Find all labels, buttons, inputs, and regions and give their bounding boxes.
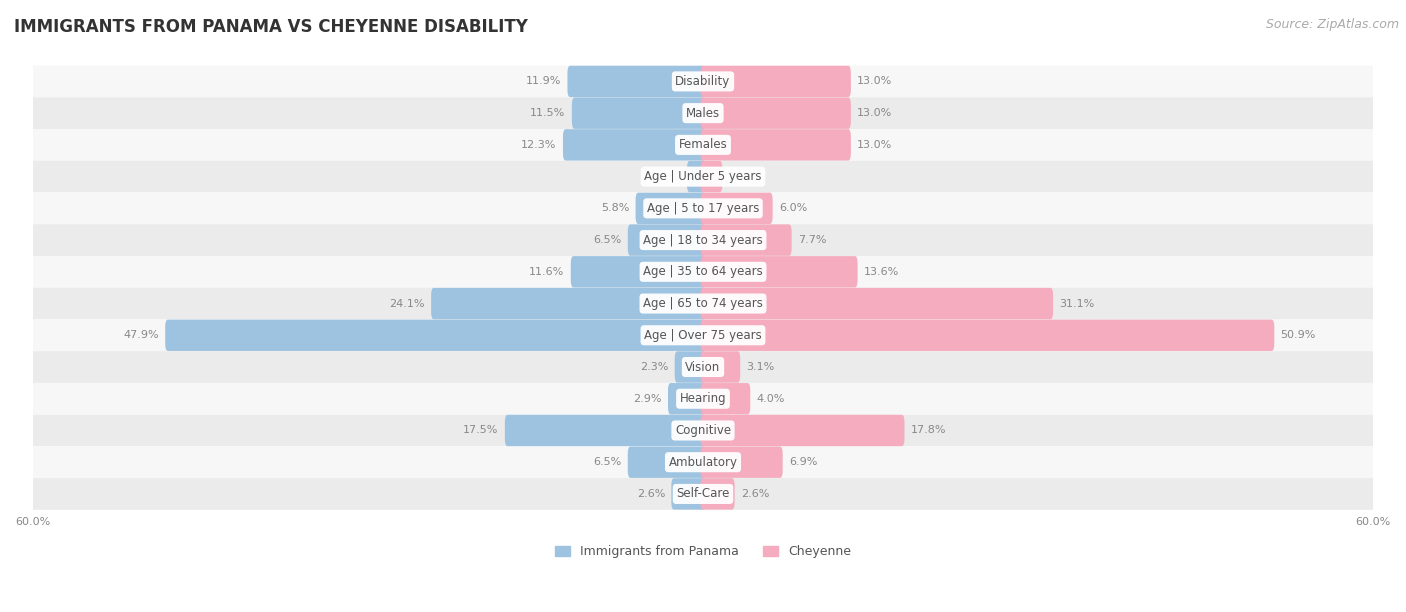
- FancyBboxPatch shape: [700, 351, 740, 382]
- Text: Age | Over 75 years: Age | Over 75 years: [644, 329, 762, 341]
- Text: Females: Females: [679, 138, 727, 151]
- Text: 2.6%: 2.6%: [741, 489, 769, 499]
- Text: 11.5%: 11.5%: [530, 108, 565, 118]
- Text: 17.5%: 17.5%: [463, 425, 499, 436]
- Text: 12.3%: 12.3%: [522, 140, 557, 150]
- Text: Source: ZipAtlas.com: Source: ZipAtlas.com: [1265, 18, 1399, 31]
- Text: Age | 5 to 17 years: Age | 5 to 17 years: [647, 202, 759, 215]
- Text: Age | Under 5 years: Age | Under 5 years: [644, 170, 762, 183]
- FancyBboxPatch shape: [700, 256, 858, 288]
- Text: 2.3%: 2.3%: [640, 362, 668, 372]
- Text: Age | 18 to 34 years: Age | 18 to 34 years: [643, 234, 763, 247]
- FancyBboxPatch shape: [32, 256, 1374, 288]
- Text: Age | 65 to 74 years: Age | 65 to 74 years: [643, 297, 763, 310]
- Legend: Immigrants from Panama, Cheyenne: Immigrants from Panama, Cheyenne: [550, 540, 856, 563]
- FancyBboxPatch shape: [32, 383, 1374, 414]
- FancyBboxPatch shape: [32, 97, 1374, 129]
- FancyBboxPatch shape: [627, 447, 706, 478]
- FancyBboxPatch shape: [668, 383, 706, 414]
- FancyBboxPatch shape: [505, 415, 706, 446]
- Text: IMMIGRANTS FROM PANAMA VS CHEYENNE DISABILITY: IMMIGRANTS FROM PANAMA VS CHEYENNE DISAB…: [14, 18, 527, 36]
- Text: Age | 35 to 64 years: Age | 35 to 64 years: [643, 266, 763, 278]
- FancyBboxPatch shape: [700, 415, 904, 446]
- Text: 6.0%: 6.0%: [779, 203, 807, 214]
- FancyBboxPatch shape: [700, 65, 851, 97]
- FancyBboxPatch shape: [700, 129, 851, 160]
- FancyBboxPatch shape: [675, 351, 706, 382]
- Text: 2.9%: 2.9%: [633, 394, 662, 404]
- Text: 50.9%: 50.9%: [1281, 330, 1316, 340]
- FancyBboxPatch shape: [700, 97, 851, 129]
- Text: 17.8%: 17.8%: [911, 425, 946, 436]
- FancyBboxPatch shape: [32, 193, 1374, 224]
- FancyBboxPatch shape: [700, 288, 1053, 319]
- Text: 11.9%: 11.9%: [526, 76, 561, 86]
- FancyBboxPatch shape: [32, 319, 1374, 351]
- Text: 4.0%: 4.0%: [756, 394, 785, 404]
- Text: 47.9%: 47.9%: [124, 330, 159, 340]
- Text: 6.9%: 6.9%: [789, 457, 817, 467]
- FancyBboxPatch shape: [32, 414, 1374, 446]
- Text: Cognitive: Cognitive: [675, 424, 731, 437]
- FancyBboxPatch shape: [571, 256, 706, 288]
- FancyBboxPatch shape: [700, 383, 751, 414]
- Text: 6.5%: 6.5%: [593, 235, 621, 245]
- Text: Hearing: Hearing: [679, 392, 727, 405]
- Text: 13.0%: 13.0%: [858, 140, 893, 150]
- FancyBboxPatch shape: [700, 193, 773, 224]
- Text: 7.7%: 7.7%: [799, 235, 827, 245]
- Text: 3.1%: 3.1%: [747, 362, 775, 372]
- Text: Males: Males: [686, 106, 720, 119]
- FancyBboxPatch shape: [700, 225, 792, 256]
- Text: Self-Care: Self-Care: [676, 487, 730, 501]
- Text: Ambulatory: Ambulatory: [668, 456, 738, 469]
- FancyBboxPatch shape: [32, 446, 1374, 478]
- FancyBboxPatch shape: [572, 97, 706, 129]
- FancyBboxPatch shape: [165, 319, 706, 351]
- FancyBboxPatch shape: [32, 224, 1374, 256]
- FancyBboxPatch shape: [432, 288, 706, 319]
- FancyBboxPatch shape: [627, 225, 706, 256]
- Text: 5.8%: 5.8%: [600, 203, 630, 214]
- FancyBboxPatch shape: [32, 65, 1374, 97]
- FancyBboxPatch shape: [700, 161, 723, 192]
- Text: 13.0%: 13.0%: [858, 108, 893, 118]
- Text: 1.2%: 1.2%: [652, 171, 681, 182]
- Text: 6.5%: 6.5%: [593, 457, 621, 467]
- FancyBboxPatch shape: [636, 193, 706, 224]
- FancyBboxPatch shape: [568, 65, 706, 97]
- Text: 2.6%: 2.6%: [637, 489, 665, 499]
- FancyBboxPatch shape: [32, 129, 1374, 161]
- FancyBboxPatch shape: [32, 478, 1374, 510]
- FancyBboxPatch shape: [688, 161, 706, 192]
- FancyBboxPatch shape: [32, 351, 1374, 383]
- FancyBboxPatch shape: [700, 478, 735, 510]
- FancyBboxPatch shape: [32, 161, 1374, 193]
- Text: Disability: Disability: [675, 75, 731, 88]
- Text: 1.5%: 1.5%: [728, 171, 756, 182]
- FancyBboxPatch shape: [700, 319, 1274, 351]
- FancyBboxPatch shape: [700, 447, 783, 478]
- FancyBboxPatch shape: [671, 478, 706, 510]
- Text: 11.6%: 11.6%: [529, 267, 564, 277]
- Text: Vision: Vision: [685, 360, 721, 373]
- Text: 13.6%: 13.6%: [863, 267, 900, 277]
- Text: 31.1%: 31.1%: [1059, 299, 1095, 308]
- FancyBboxPatch shape: [562, 129, 706, 160]
- FancyBboxPatch shape: [32, 288, 1374, 319]
- Text: 13.0%: 13.0%: [858, 76, 893, 86]
- Text: 24.1%: 24.1%: [389, 299, 425, 308]
